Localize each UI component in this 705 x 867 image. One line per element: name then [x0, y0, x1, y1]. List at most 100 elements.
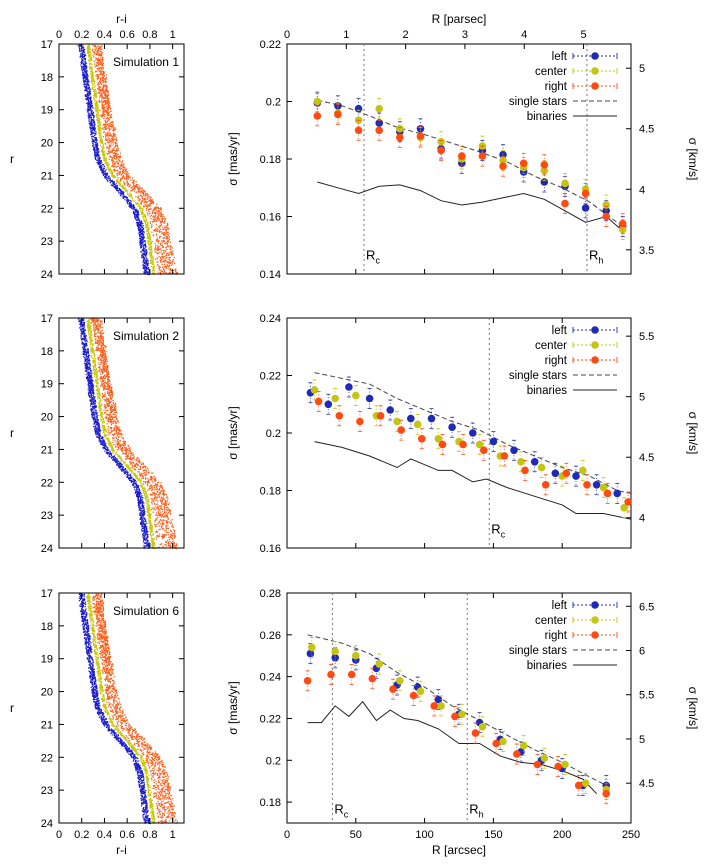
cmd-red-point — [147, 478, 148, 479]
legend-swatch-point — [591, 52, 599, 60]
cmd-red-point — [162, 502, 163, 503]
cmd-yellow-point — [104, 155, 105, 156]
cmd-blue-point — [97, 146, 98, 147]
cmd-red-point — [164, 256, 165, 257]
cmd-red-point — [105, 79, 106, 80]
cmd-y-tick-label: 17 — [41, 39, 53, 51]
cmd-red-point — [156, 240, 157, 241]
cmd-red-point — [106, 97, 107, 98]
cmd-red-point — [100, 95, 101, 96]
cmd-red-point — [113, 423, 114, 424]
cmd-red-point — [103, 118, 104, 119]
cmd-red-point — [95, 45, 96, 46]
cmd-red-point — [165, 267, 166, 268]
cmd-red-point — [157, 497, 158, 498]
cmd-red-point — [99, 81, 100, 82]
cmd-blue-point — [96, 154, 97, 155]
cmd-red-point — [119, 427, 120, 428]
cmd-blue-point — [81, 50, 82, 51]
cmd-yellow-point — [99, 134, 100, 135]
cmd-yellow-point — [97, 108, 98, 109]
cmd-red-point — [151, 200, 152, 201]
cmd-blue-point — [91, 131, 92, 132]
cmd-blue-point — [86, 99, 87, 100]
cmd-red-point — [116, 157, 117, 158]
cmd-red-point — [110, 116, 111, 117]
series-center — [314, 92, 627, 240]
cmd-red-point — [174, 537, 175, 538]
cmd-red-point — [165, 266, 166, 267]
cmd-blue-point — [145, 260, 146, 261]
cmd-yellow-point — [139, 205, 140, 206]
cmd-red-point — [141, 201, 142, 202]
cmd-red-point — [125, 454, 126, 455]
cmd-red-point — [95, 350, 96, 351]
cmd-blue-point — [78, 45, 79, 46]
cmd-red-point — [163, 234, 164, 235]
cmd-yellow-point — [95, 90, 96, 91]
cmd-yellow-point — [147, 234, 148, 235]
cmd-red-point — [164, 262, 165, 263]
cmd-blue-point — [94, 129, 95, 130]
cmd-blue-point — [116, 187, 117, 188]
cmd-red-point — [147, 213, 148, 214]
cmd-blue-point — [120, 190, 121, 191]
cmd-blue-point — [141, 227, 142, 228]
cmd-red-point — [170, 530, 171, 531]
cmd-yellow-point — [97, 112, 98, 113]
cmd-red-point — [162, 253, 163, 254]
cmd-red-point — [148, 201, 149, 202]
single-stars-line — [317, 100, 622, 227]
cmd-red-point — [107, 405, 108, 406]
cmd-blue-point — [143, 254, 144, 255]
cmd-red-point — [159, 515, 160, 516]
cmd-blue-point — [140, 244, 141, 245]
cmd-red-point — [154, 208, 155, 209]
cmd-red-point — [165, 251, 166, 252]
cmd-red-point — [105, 366, 106, 367]
cmd-red-point — [100, 70, 101, 71]
cmd-yellow-point — [89, 65, 90, 66]
cmd-red-point — [117, 166, 118, 167]
cmd-yellow-point — [150, 241, 151, 242]
cmd-red-point — [161, 250, 162, 251]
cmd-yellow-point — [97, 120, 98, 121]
cmd-yellow-point — [148, 232, 149, 233]
cmd-red-point — [126, 176, 127, 177]
cmd-red-point — [112, 121, 113, 122]
cmd-yellow-point — [94, 87, 95, 88]
cmd-red-point — [140, 195, 141, 196]
cmd-red-point — [105, 134, 106, 135]
cmd-red-point — [162, 509, 163, 510]
cmd-blue-point — [87, 83, 88, 84]
cmd-blue-point — [140, 228, 141, 229]
cmd-yellow-point — [92, 80, 93, 81]
cmd-blue-point — [134, 216, 135, 217]
cmd-red-point — [104, 104, 105, 105]
cmd-yellow-point — [103, 157, 104, 158]
cmd-y-tick-label: 18 — [41, 72, 53, 84]
cmd-red-point — [107, 373, 108, 374]
cmd-red-point — [93, 52, 94, 53]
cmd-red-point — [108, 385, 109, 386]
cmd-yellow-point — [95, 104, 96, 105]
cmd-red-point — [124, 450, 125, 451]
cmd-red-point — [165, 258, 166, 259]
cmd-red-point — [128, 450, 129, 451]
cmd-red-point — [108, 417, 109, 418]
cmd-red-point — [96, 65, 97, 66]
cmd-red-point — [102, 339, 103, 340]
cmd-red-point — [113, 134, 114, 135]
cmd-red-point — [167, 262, 168, 263]
cmd-red-point — [163, 218, 164, 219]
cmd-red-point — [116, 137, 117, 138]
cmd-red-point — [156, 537, 157, 538]
cmd-yellow-point — [120, 184, 121, 185]
cmd-red-point — [112, 130, 113, 131]
cmd-red-point — [102, 327, 103, 328]
cmd-red-point — [97, 92, 98, 93]
cmd-red-point — [108, 139, 109, 140]
cmd-red-point — [126, 177, 127, 178]
cmd-yellow-point — [140, 210, 141, 211]
cmd-red-point — [109, 132, 110, 133]
